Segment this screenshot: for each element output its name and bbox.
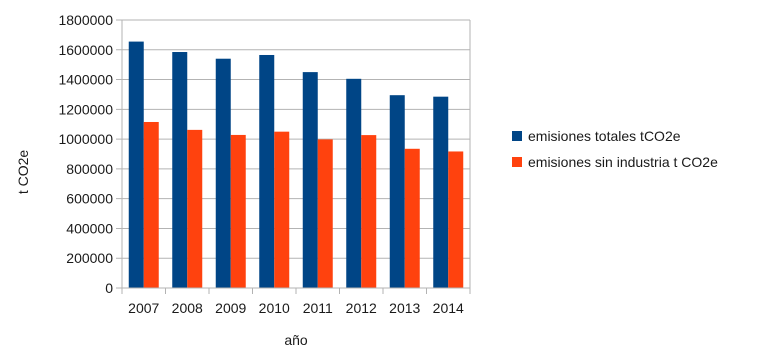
y-axis-ticks: 0 200000 400000 600000 800000 1000000 1200000 1… — [58, 12, 113, 296]
y-tick-label: 0 — [105, 280, 113, 296]
x-axis-ticks: 2007 2008 2009 2010 2011 2012 2013 2014 — [128, 300, 464, 316]
bar-sin-industria-2012 — [361, 135, 377, 288]
bar-totales-2013 — [389, 95, 405, 288]
x-tick-label: 2010 — [259, 300, 290, 316]
y-tick-label: 1600000 — [58, 42, 113, 58]
legend-label: emisiones sin industria t CO2e — [528, 154, 718, 170]
bar-sin-industria-2009 — [230, 134, 246, 288]
y-tick-label: 1200000 — [58, 101, 113, 117]
bar-totales-2008 — [172, 52, 188, 289]
bar-sin-industria-2007 — [143, 121, 159, 288]
y-tick-label: 1000000 — [58, 131, 113, 147]
y-axis-title: t CO2e — [15, 150, 31, 195]
x-tick-label: 2009 — [215, 300, 246, 316]
bar-sin-industria-2011 — [317, 139, 333, 288]
legend-swatch — [512, 131, 522, 141]
bars — [116, 41, 470, 289]
x-tick-label: 2008 — [172, 300, 203, 316]
bar-totales-2007 — [128, 41, 144, 288]
x-tick-label: 2011 — [303, 300, 333, 316]
y-tick-label: 1800000 — [58, 12, 113, 28]
legend-swatch — [512, 157, 522, 167]
y-tick-label: 400000 — [66, 220, 113, 236]
y-tick-label: 600000 — [66, 191, 113, 207]
bar-sin-industria-2014 — [448, 151, 464, 288]
x-tick-label: 2007 — [128, 300, 159, 316]
bar-totales-2011 — [302, 72, 318, 288]
y-tick-label: 800000 — [66, 161, 113, 177]
bar-totales-2012 — [346, 78, 362, 288]
x-tick-label: 2014 — [433, 300, 464, 316]
bar-totales-2014 — [433, 96, 449, 288]
x-axis-title: año — [284, 332, 308, 348]
x-tick-label: 2012 — [346, 300, 377, 316]
y-tick-label: 200000 — [66, 250, 113, 266]
bar-totales-2010 — [259, 54, 275, 288]
bar-sin-industria-2013 — [404, 148, 420, 288]
y-tick-label: 1400000 — [58, 72, 113, 88]
legend-label: emisiones totales tCO2e — [528, 128, 681, 144]
x-tick-label: 2013 — [389, 300, 420, 316]
bar-sin-industria-2008 — [187, 129, 203, 288]
legend: emisiones totales tCO2e emisiones sin ind… — [512, 128, 718, 170]
bar-totales-2009 — [215, 58, 231, 288]
bar-sin-industria-2010 — [274, 131, 290, 288]
